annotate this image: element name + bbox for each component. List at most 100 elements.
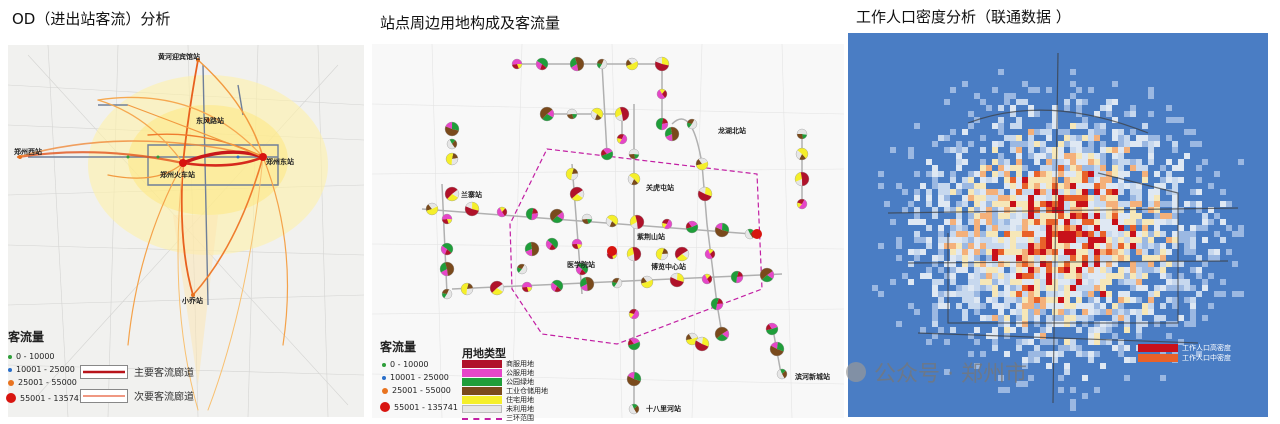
density-cell bbox=[1016, 207, 1022, 213]
density-cell bbox=[986, 267, 992, 273]
density-cell bbox=[1076, 87, 1082, 93]
density-cell bbox=[980, 285, 986, 291]
density-cell bbox=[1028, 141, 1034, 147]
density-cell bbox=[1028, 207, 1034, 213]
density-cell bbox=[1100, 327, 1106, 333]
density-cell bbox=[1112, 231, 1118, 237]
density-cell bbox=[1124, 219, 1130, 225]
density-cell bbox=[1118, 135, 1124, 141]
density-cell bbox=[1172, 279, 1178, 285]
station-pie-slice bbox=[698, 190, 712, 202]
station-pie-slice bbox=[626, 59, 632, 67]
density-cell bbox=[1190, 237, 1196, 243]
density-cell bbox=[1070, 93, 1076, 99]
density-cell bbox=[1076, 303, 1082, 309]
density-cell bbox=[1040, 141, 1046, 147]
density-cell bbox=[1130, 219, 1136, 225]
density-cell bbox=[1010, 279, 1016, 285]
density-cell bbox=[1154, 291, 1160, 297]
density-cell bbox=[974, 243, 980, 249]
density-cell bbox=[998, 123, 1004, 129]
flow-legend-item: 0 - 10000 bbox=[8, 352, 55, 361]
density-cell bbox=[938, 237, 944, 243]
station-pie-slice bbox=[452, 189, 459, 198]
density-cell bbox=[974, 171, 980, 177]
density-cell bbox=[992, 315, 998, 321]
density-cell bbox=[1040, 153, 1046, 159]
density-cell bbox=[914, 213, 920, 219]
station-pie-outline bbox=[765, 322, 779, 336]
density-cell bbox=[1136, 249, 1142, 255]
density-cell bbox=[998, 279, 1004, 285]
station-pie-slice bbox=[550, 208, 563, 221]
density-cell bbox=[1094, 189, 1100, 195]
station-pie-slice bbox=[722, 223, 729, 232]
station-pie-slice bbox=[540, 64, 547, 70]
density-cell bbox=[938, 189, 944, 195]
density-cell bbox=[998, 243, 1004, 249]
station-pie-slice bbox=[688, 221, 698, 227]
density-cell bbox=[992, 285, 998, 291]
density-cell bbox=[1040, 147, 1046, 153]
density-cell bbox=[920, 327, 926, 333]
density-cell bbox=[1022, 285, 1028, 291]
density-cell bbox=[1064, 201, 1070, 207]
density-cell bbox=[1178, 273, 1184, 279]
density-cell bbox=[890, 219, 896, 225]
density-cell bbox=[1046, 363, 1052, 369]
density-cell bbox=[938, 303, 944, 309]
station-pie-outline bbox=[669, 272, 685, 288]
density-cell bbox=[1142, 321, 1148, 327]
station-pie-slice bbox=[698, 158, 708, 164]
wechat-logo-icon bbox=[846, 362, 866, 382]
density-cell bbox=[992, 273, 998, 279]
station-pie-slice bbox=[549, 244, 556, 251]
density-cell bbox=[1100, 141, 1106, 147]
density-cell bbox=[1112, 225, 1118, 231]
density-cell bbox=[1010, 177, 1016, 183]
density-cell bbox=[968, 177, 974, 183]
density-cell bbox=[944, 339, 950, 345]
density-cell bbox=[974, 267, 980, 273]
station-pie-outline bbox=[628, 148, 640, 160]
density-cell bbox=[1040, 231, 1046, 237]
station-pie-slice bbox=[452, 153, 458, 159]
watermark-text: 公众号 · 郑州市 bbox=[874, 362, 1027, 387]
density-cell bbox=[1046, 207, 1052, 213]
density-cell bbox=[1196, 201, 1202, 207]
density-cell bbox=[1118, 213, 1124, 219]
density-cell bbox=[974, 303, 980, 309]
station-pie-slice bbox=[662, 90, 667, 98]
station-pie-outline bbox=[730, 270, 744, 284]
density-cell bbox=[1076, 201, 1082, 207]
density-cell bbox=[1076, 291, 1082, 297]
density-cell bbox=[1022, 255, 1028, 261]
density-cell bbox=[908, 279, 914, 285]
density-cell bbox=[1064, 297, 1070, 303]
density-cell bbox=[1058, 285, 1064, 291]
station-pie-slice bbox=[664, 219, 673, 230]
density-cell bbox=[998, 261, 1004, 267]
density-cell bbox=[932, 291, 938, 297]
density-cell bbox=[1214, 249, 1220, 255]
density-cell bbox=[1100, 237, 1106, 243]
station-pie-slice bbox=[797, 148, 808, 159]
density-cell bbox=[1112, 153, 1118, 159]
density-cell bbox=[974, 207, 980, 213]
station-pie-slice bbox=[582, 219, 589, 224]
density-cell bbox=[1094, 267, 1100, 273]
density-cell bbox=[962, 291, 968, 297]
station-pie-outline bbox=[565, 167, 579, 181]
density-cell bbox=[950, 255, 956, 261]
density-cell bbox=[1088, 261, 1094, 267]
station-pie-slice bbox=[629, 149, 639, 155]
density-cell bbox=[1088, 291, 1094, 297]
landuse-legend-item: 商服用地 bbox=[462, 359, 534, 369]
station-pie-slice bbox=[795, 179, 803, 186]
station-pie-slice bbox=[635, 215, 645, 229]
density-cell bbox=[1154, 189, 1160, 195]
station-pie-slice bbox=[547, 109, 554, 118]
station-pie-outline bbox=[600, 147, 614, 161]
density-cell bbox=[1004, 171, 1010, 177]
landuse-swatch bbox=[462, 369, 502, 377]
